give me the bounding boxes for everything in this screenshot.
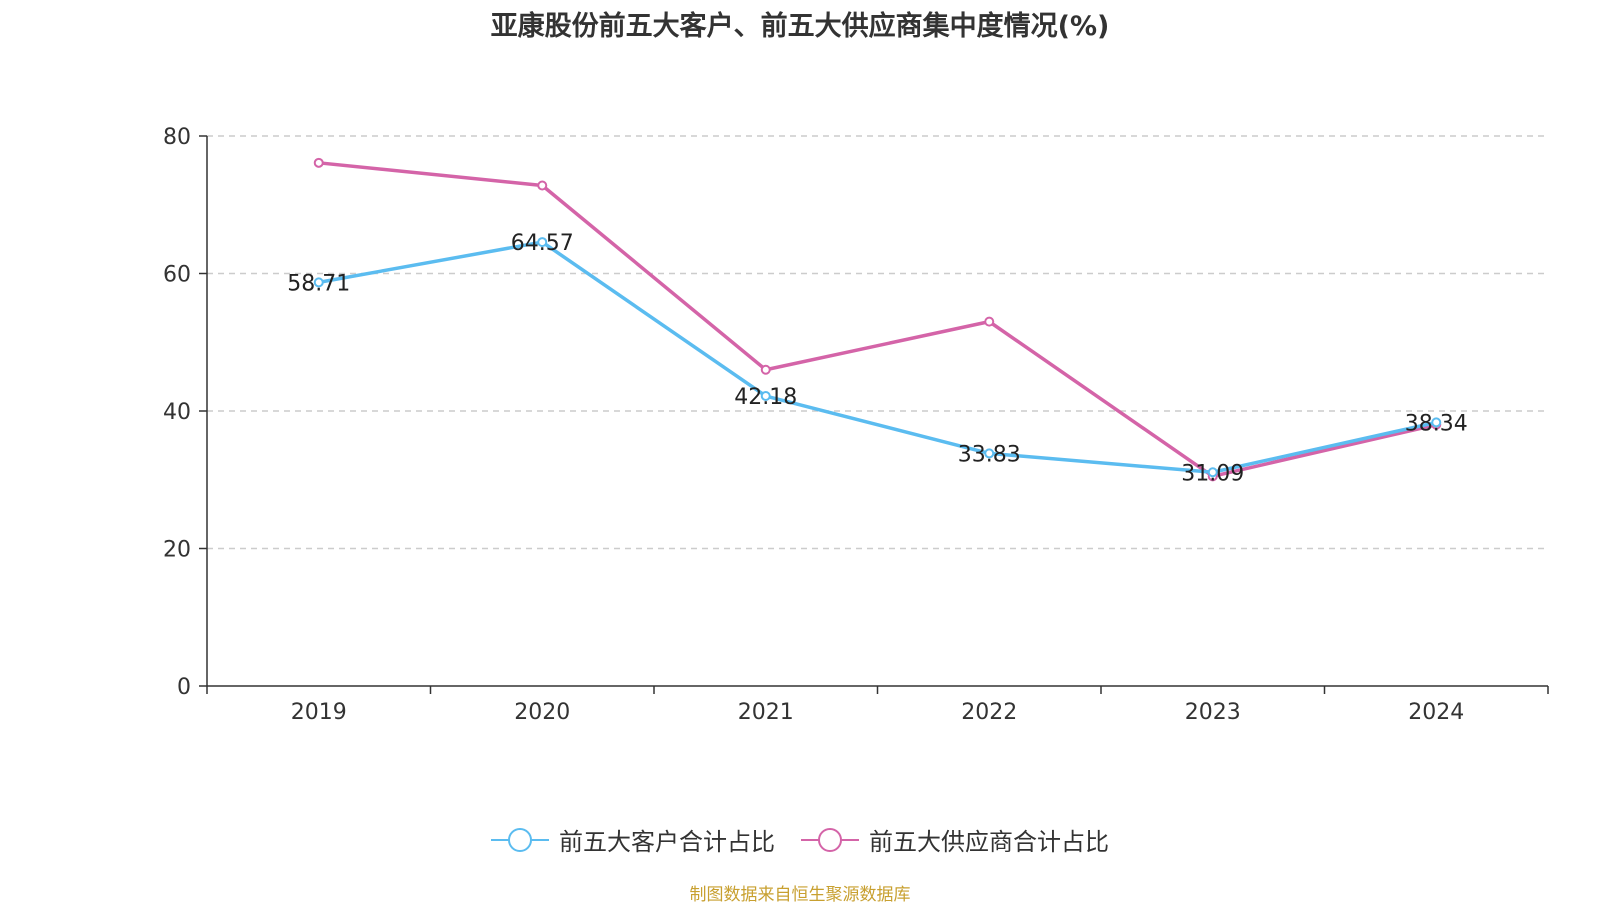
x-tick-label: 2021 bbox=[738, 700, 794, 725]
series-point-1 bbox=[760, 364, 771, 375]
data-label: 33.83 bbox=[958, 442, 1021, 467]
x-tick-label: 2023 bbox=[1185, 700, 1241, 725]
data-label: 64.57 bbox=[511, 231, 574, 256]
y-tick-label: 60 bbox=[163, 263, 191, 288]
y-tick-label: 40 bbox=[163, 400, 191, 425]
series-point-1 bbox=[313, 157, 324, 168]
y-tick-label: 80 bbox=[163, 125, 191, 150]
x-tick-label: 2022 bbox=[961, 700, 1017, 725]
series-point-0 bbox=[313, 277, 324, 288]
x-tick-label: 2019 bbox=[291, 700, 347, 725]
data-label: 31.09 bbox=[1181, 461, 1244, 486]
data-label: 42.18 bbox=[734, 385, 797, 410]
series-point-0 bbox=[537, 237, 548, 248]
legend-label-suppliers: 前五大供应商合计占比 bbox=[869, 828, 1109, 856]
series-line-1 bbox=[318, 161, 1437, 479]
y-tick-label: 0 bbox=[177, 675, 191, 700]
series-point-1 bbox=[984, 316, 995, 327]
series-line-0 bbox=[318, 240, 1437, 475]
x-tick-label: 2024 bbox=[1408, 700, 1464, 725]
legend-item-suppliers[interactable]: 前五大供应商合计占比 bbox=[801, 822, 1109, 857]
x-tick-label: 2020 bbox=[514, 700, 570, 725]
series-point-0 bbox=[1431, 417, 1442, 428]
y-tick-label: 20 bbox=[163, 538, 191, 563]
series-point-0 bbox=[984, 448, 995, 459]
series-point-0 bbox=[1207, 467, 1218, 478]
legend-marker-suppliers bbox=[801, 825, 859, 855]
legend-item-customers[interactable]: 前五大客户合计占比 bbox=[491, 822, 775, 857]
source-note: 制图数据来自恒生聚源数据库 bbox=[689, 885, 911, 905]
series-point-0 bbox=[760, 391, 771, 402]
chart-title: 亚康股份前五大客户、前五大供应商集中度情况(%) bbox=[490, 11, 1110, 42]
legend-label-customers: 前五大客户合计占比 bbox=[559, 828, 775, 856]
data-label: 38.34 bbox=[1405, 411, 1468, 436]
legend: 前五大客户合计占比 前五大供应商合计占比 bbox=[0, 822, 1600, 857]
series-point-1 bbox=[537, 180, 548, 191]
data-label: 58.71 bbox=[287, 271, 350, 296]
legend-marker-customers bbox=[491, 825, 549, 855]
